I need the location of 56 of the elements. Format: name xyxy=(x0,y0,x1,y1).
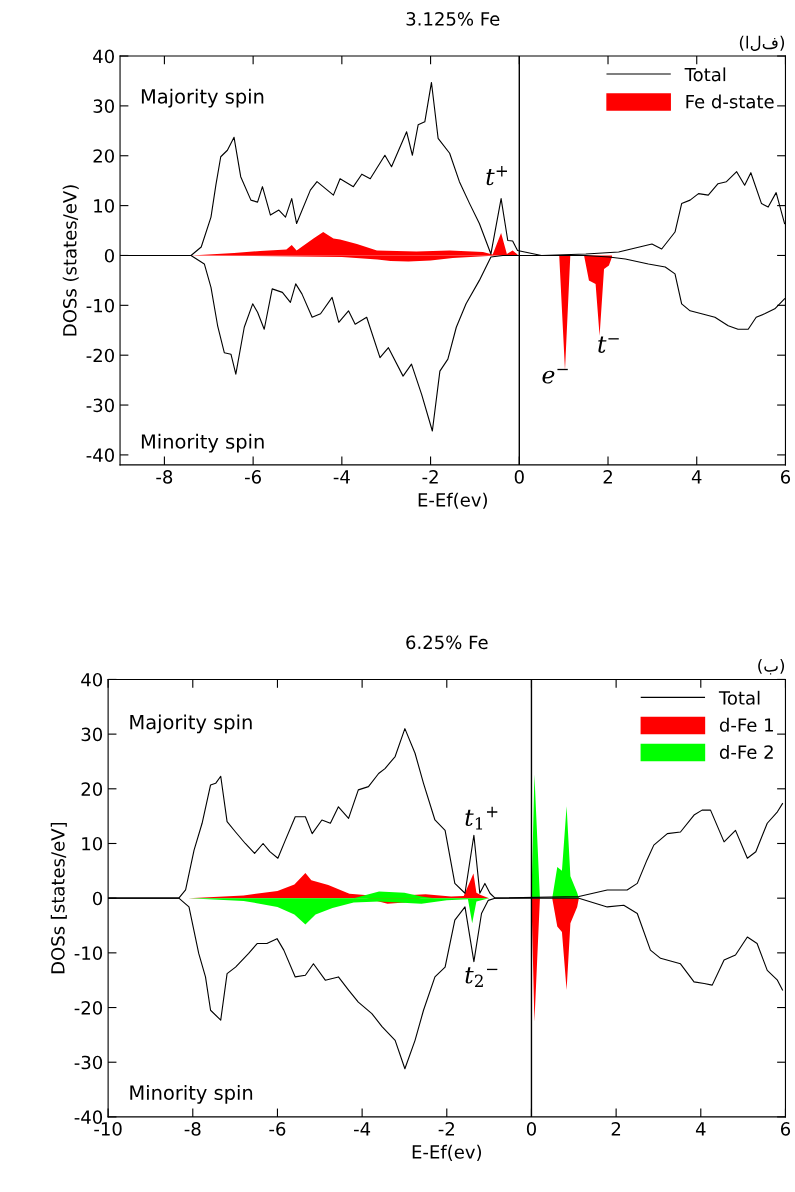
x-tick-label: 6 xyxy=(780,470,791,484)
y-tick-label: -40 xyxy=(74,1110,103,1125)
annotation: t$_{1}$$^{+}$ xyxy=(465,806,498,830)
x-tick-label: -6 xyxy=(245,470,261,484)
y-tick-label: 30 xyxy=(81,727,103,742)
x-tick-label: 2 xyxy=(603,470,612,484)
legend-label: Total xyxy=(718,690,760,705)
chart-title: 3.125% Fe xyxy=(406,12,500,26)
x-tick-label: -8 xyxy=(184,1122,201,1136)
y-tick-label: 0 xyxy=(92,891,103,906)
x-tick-label: -2 xyxy=(422,470,438,484)
annotation: t$^{+}$ xyxy=(486,166,507,186)
x-tick-label: -4 xyxy=(354,1122,371,1136)
x-tick-label: -4 xyxy=(333,470,350,484)
y-tick-label: -30 xyxy=(74,1055,103,1070)
y-tick-label: -20 xyxy=(86,348,114,363)
legend-label: Total xyxy=(684,67,726,82)
y-tick-label: -20 xyxy=(74,1001,103,1015)
annotation: Majority spin xyxy=(130,714,252,734)
legend-label: d-Fe 1 xyxy=(719,717,773,732)
y-tick-label: 20 xyxy=(93,149,114,163)
annotation: Minority spin xyxy=(141,433,264,453)
x-tick-label: 0 xyxy=(514,470,524,484)
annotation: e$^{−}$ xyxy=(542,368,568,384)
x-tick-label: -8 xyxy=(156,470,173,484)
y-axis-title: DOSs (states/eV) xyxy=(62,185,79,336)
y-tick-label: 40 xyxy=(81,672,103,687)
chart-title: 6.25% Fe xyxy=(406,635,488,650)
annotation: Minority spin xyxy=(130,1084,253,1104)
text: (ب) xyxy=(758,658,785,675)
y-tick-label: 10 xyxy=(94,199,114,213)
legend-label: d-Fe 2 xyxy=(719,744,773,759)
legend-label: Fe d-state xyxy=(686,94,774,109)
y-tick-label: -30 xyxy=(86,398,114,413)
y-tick-label: 10 xyxy=(82,836,103,851)
x-axis-title: E-Ef(ev) xyxy=(418,492,487,509)
y-tick-label: -10 xyxy=(74,946,103,960)
x-tick-label: 4 xyxy=(691,470,702,484)
y-tick-label: -40 xyxy=(86,448,114,463)
x-axis-title: E-Ef(ev) xyxy=(412,1144,482,1161)
y-tick-label: 30 xyxy=(93,99,114,113)
y-axis-title: DOSs [states/eV] xyxy=(50,822,67,974)
x-tick-label: 6 xyxy=(780,1122,791,1136)
x-tick-label: 0 xyxy=(526,1122,536,1136)
annotation: Majority spin xyxy=(141,88,264,108)
x-tick-label: 4 xyxy=(695,1122,706,1136)
x-tick-label: -2 xyxy=(438,1122,454,1136)
y-tick-label: -10 xyxy=(86,298,114,313)
y-tick-label: 40 xyxy=(93,49,114,64)
y-tick-label: 20 xyxy=(81,782,103,796)
x-tick-label: -6 xyxy=(269,1122,286,1136)
annotation: t$^{−}$ xyxy=(598,336,619,353)
annotation: t$_{2}$$^{−}$ xyxy=(465,967,498,987)
x-tick-label: 2 xyxy=(611,1122,621,1136)
text: (الف) xyxy=(739,35,785,52)
y-tick-label: 0 xyxy=(104,248,114,263)
